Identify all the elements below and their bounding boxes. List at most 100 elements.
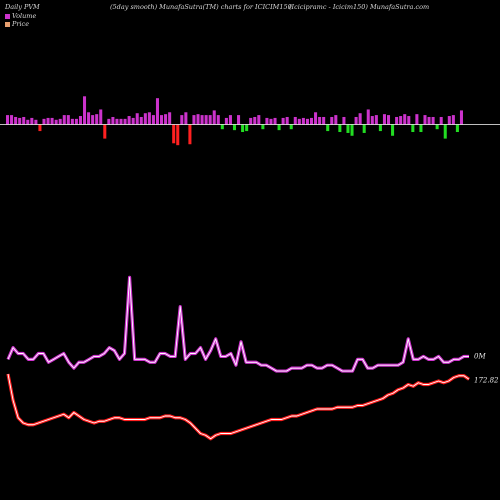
volume-bar bbox=[208, 115, 212, 125]
volume-bar bbox=[107, 118, 111, 125]
volume-bar bbox=[382, 114, 386, 125]
volume-bar bbox=[78, 116, 82, 125]
volume-bar bbox=[257, 115, 261, 125]
volume-bar bbox=[297, 118, 301, 125]
volume-bar bbox=[180, 115, 184, 125]
volume-bar bbox=[91, 115, 95, 125]
volume-bar bbox=[330, 116, 334, 125]
volume-bar bbox=[245, 124, 249, 132]
volume-bar bbox=[216, 115, 220, 125]
volume-bar bbox=[34, 119, 38, 125]
volume-bar bbox=[451, 115, 455, 125]
volume-bar bbox=[204, 115, 208, 125]
volume-bar bbox=[318, 116, 322, 125]
price-line-stroke bbox=[6, 373, 470, 441]
volume-bar bbox=[285, 116, 289, 125]
volume-bar bbox=[151, 115, 155, 125]
volume-bar bbox=[26, 119, 30, 125]
volume-bar bbox=[273, 117, 277, 125]
volume-bar bbox=[338, 124, 342, 133]
volume-bar bbox=[427, 116, 431, 125]
volume-bar bbox=[370, 116, 374, 125]
volume-bar bbox=[6, 115, 10, 125]
volume-bar bbox=[192, 115, 196, 125]
volume-bar bbox=[66, 115, 70, 125]
volume-bar bbox=[309, 117, 314, 125]
volume-bars bbox=[6, 96, 463, 146]
volume-last-label: 0M bbox=[474, 352, 486, 360]
volume-bar bbox=[164, 114, 168, 125]
volume-bar bbox=[62, 115, 66, 125]
volume-bar bbox=[14, 116, 18, 125]
volume-bar bbox=[265, 117, 269, 125]
volume-bar bbox=[119, 118, 123, 125]
volume-bar bbox=[184, 112, 188, 125]
volume-bar bbox=[289, 124, 293, 130]
volume-bar bbox=[143, 113, 147, 125]
volume-bar bbox=[350, 124, 354, 136]
volume-bar bbox=[115, 118, 119, 125]
volume-bar bbox=[443, 124, 447, 139]
volume-line-stroke bbox=[6, 275, 469, 373]
volume-bar bbox=[346, 124, 350, 133]
volume-bar bbox=[147, 112, 151, 125]
volume-bar bbox=[18, 117, 22, 125]
price-line-highlight bbox=[7, 373, 470, 440]
volume-bar bbox=[70, 118, 74, 125]
volume-bar bbox=[38, 124, 42, 132]
legend-price-swatch bbox=[5, 21, 10, 27]
chart-title-left: Daily PVM bbox=[5, 3, 40, 11]
volume-bar bbox=[281, 117, 285, 125]
legend-price-label: Price bbox=[12, 20, 30, 28]
volume-bar bbox=[326, 124, 330, 132]
volume-bar bbox=[123, 118, 127, 125]
volume-bar bbox=[155, 98, 159, 125]
volume-bar bbox=[46, 117, 50, 125]
volume-bar bbox=[196, 114, 200, 125]
volume-bar bbox=[131, 117, 135, 125]
volume-bar bbox=[99, 109, 103, 125]
volume-bar bbox=[447, 116, 451, 125]
volume-bar bbox=[261, 124, 265, 130]
volume-bar bbox=[423, 115, 427, 125]
volume-bar bbox=[232, 124, 237, 131]
volume-bar bbox=[293, 116, 297, 125]
volume-bar bbox=[354, 116, 358, 125]
volume-bar bbox=[10, 115, 14, 125]
volume-bar bbox=[30, 117, 34, 125]
chart-title-middle: (5day smooth) MunafaSutra(TM) charts for… bbox=[110, 3, 292, 11]
volume-bar bbox=[95, 114, 99, 125]
volume-bar bbox=[135, 113, 139, 125]
volume-bar bbox=[253, 116, 257, 125]
volume-bar bbox=[411, 124, 415, 133]
volume-bar bbox=[435, 124, 439, 130]
volume-bar bbox=[366, 109, 370, 125]
volume-bar bbox=[407, 116, 411, 125]
volume-bar bbox=[50, 117, 54, 125]
legend-volume-swatch bbox=[5, 13, 10, 19]
volume-bar bbox=[168, 112, 172, 125]
volume-bar bbox=[228, 115, 232, 125]
volume-bar bbox=[439, 116, 443, 125]
volume-bar bbox=[212, 110, 216, 125]
volume-bar bbox=[42, 118, 46, 125]
volume-bar bbox=[54, 119, 58, 125]
volume-bar bbox=[87, 112, 91, 125]
volume-bar bbox=[358, 113, 362, 125]
chart-title-right: (Icicipramc - Icicim150) MunafaSutra.com bbox=[289, 3, 430, 11]
price-last-label: 172.82 bbox=[474, 376, 499, 384]
volume-bar bbox=[374, 115, 378, 125]
volume-bar bbox=[399, 116, 403, 125]
volume-bar bbox=[314, 112, 318, 125]
volume-bar bbox=[220, 124, 224, 130]
volume-bar bbox=[160, 115, 164, 125]
legend-volume-label: Volume bbox=[12, 12, 37, 20]
volume-line bbox=[6, 275, 469, 373]
volume-bar bbox=[301, 117, 305, 125]
legend-volume: Volume bbox=[5, 12, 36, 20]
volume-bar bbox=[431, 116, 435, 125]
volume-bar bbox=[83, 96, 87, 125]
volume-bar bbox=[249, 117, 253, 125]
volume-line-highlight bbox=[7, 276, 469, 372]
